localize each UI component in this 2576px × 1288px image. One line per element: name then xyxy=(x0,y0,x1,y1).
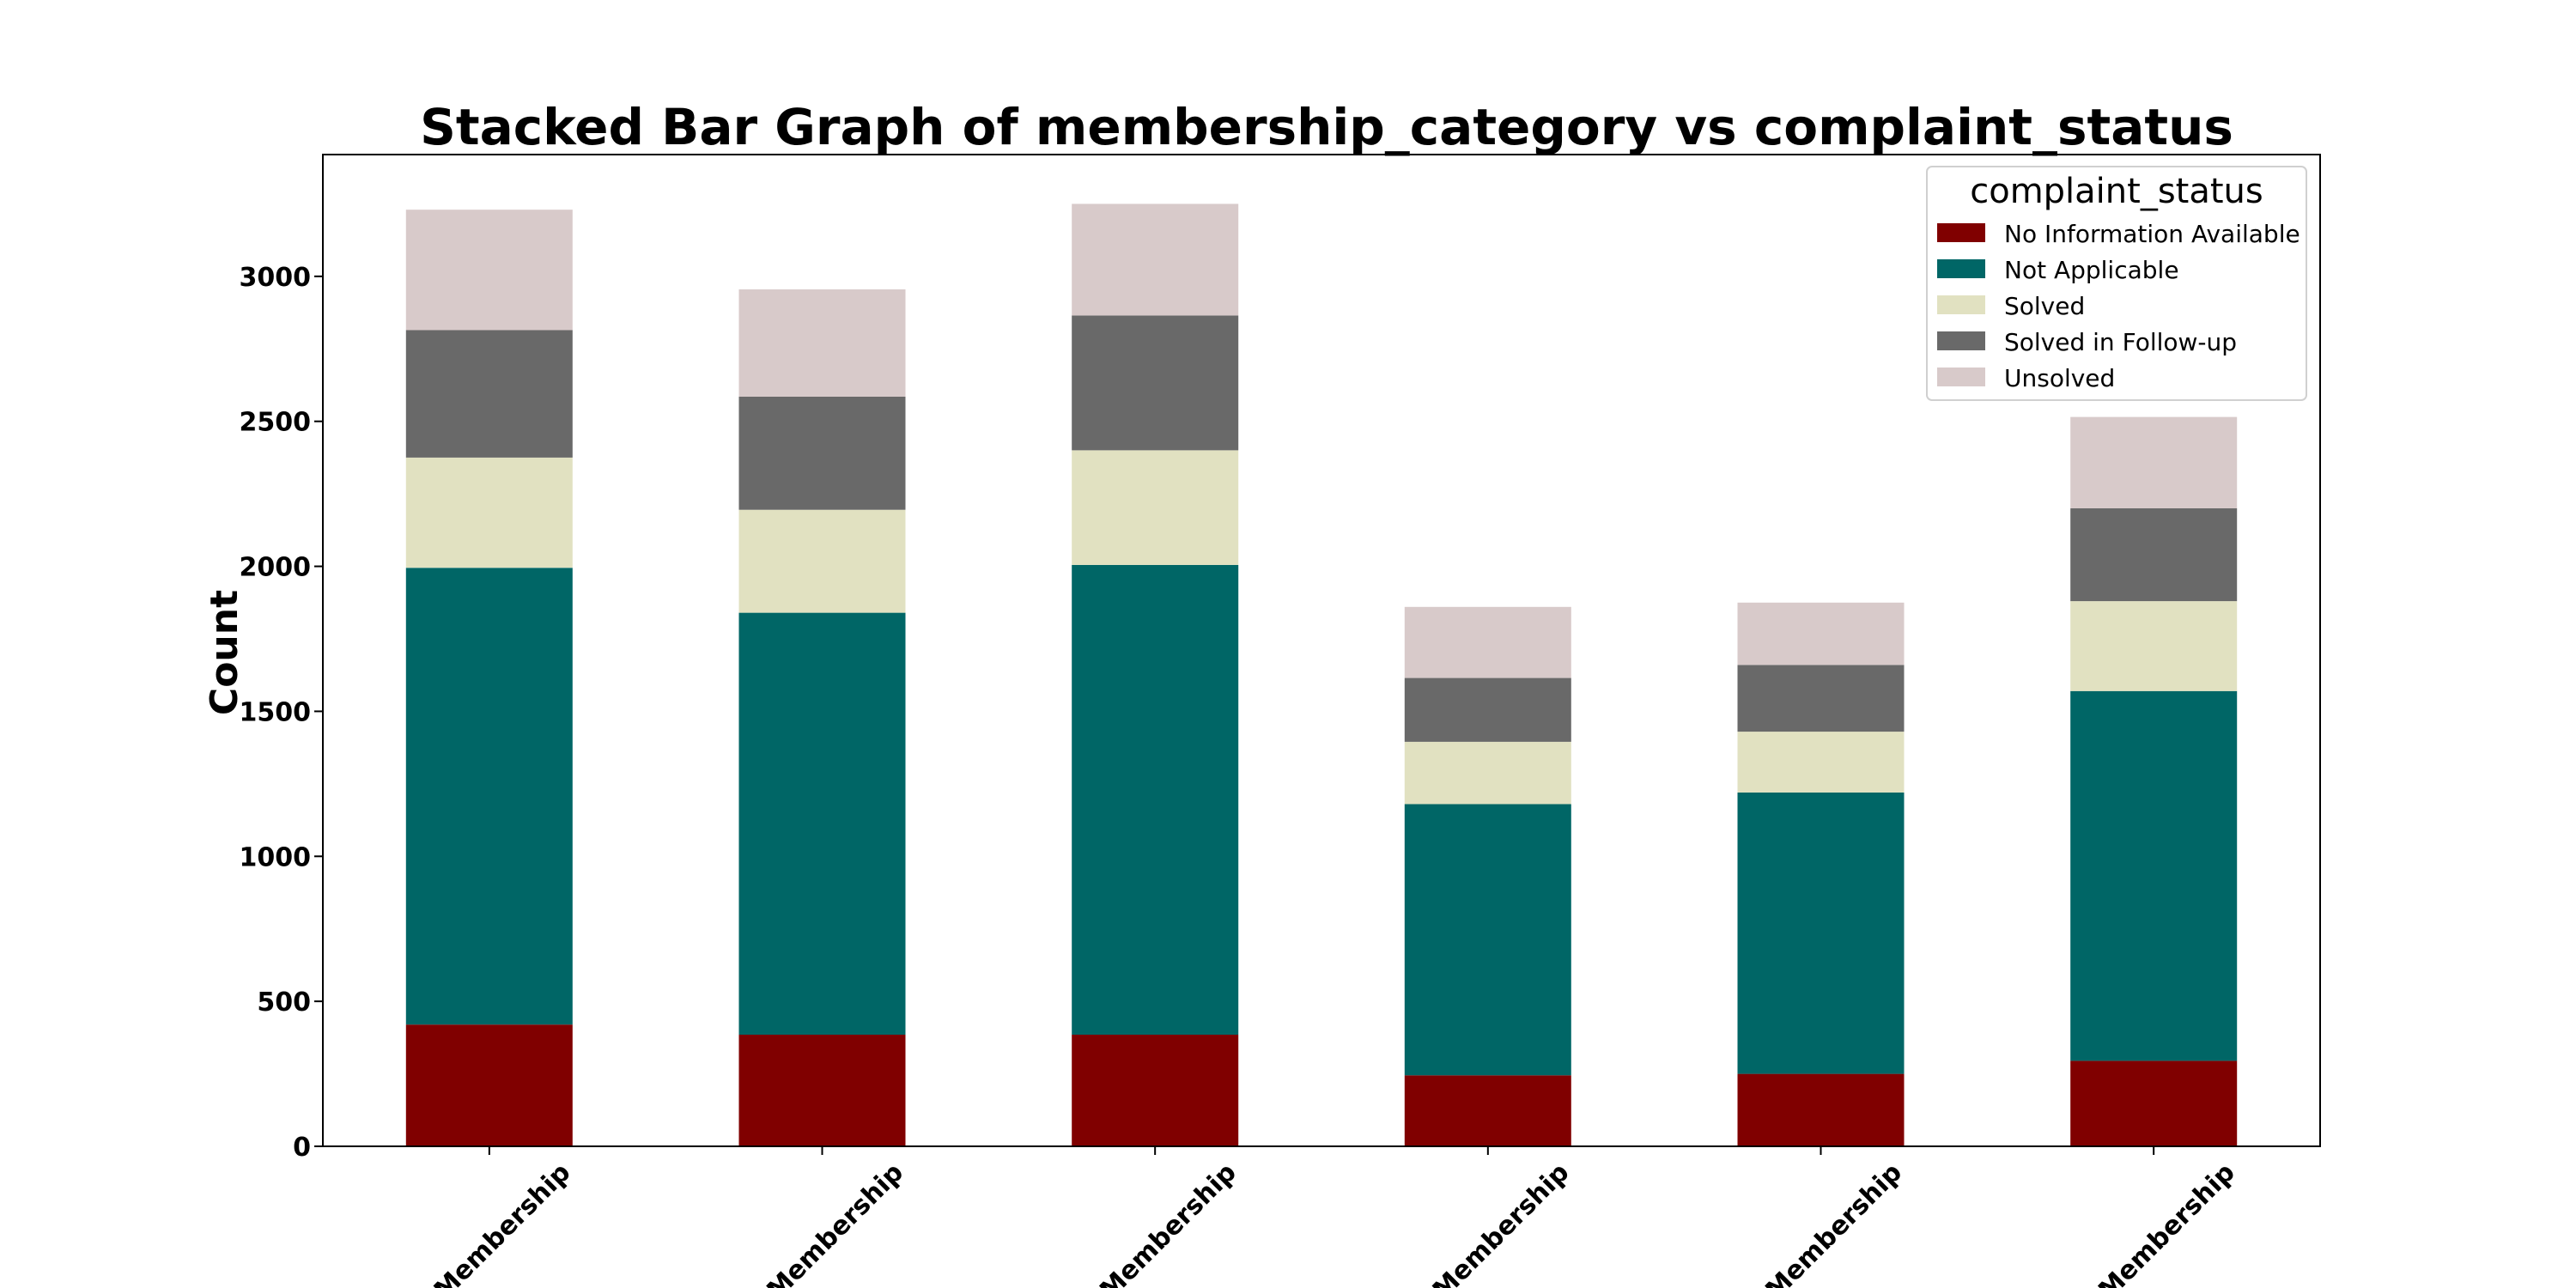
bar-segment xyxy=(1404,804,1571,1076)
bar-segment xyxy=(1737,793,1905,1074)
y-tick-label: 3000 xyxy=(240,263,312,293)
y-tick-label: 2500 xyxy=(240,408,312,438)
y-tick-label: 1500 xyxy=(240,697,312,727)
bar-segment xyxy=(1404,677,1571,742)
bar-segment xyxy=(1737,602,1905,665)
bar-segment xyxy=(405,330,573,458)
bar-segment xyxy=(1404,606,1571,678)
y-tick-label: 500 xyxy=(257,987,311,1018)
legend-label: Solved in Follow-up xyxy=(2004,328,2237,356)
bar-segment xyxy=(405,457,573,568)
x-tick-label: …n Membership xyxy=(1722,1157,1908,1288)
legend: complaint_status No Information Availabl… xyxy=(1926,166,2307,401)
bar-segment xyxy=(1072,315,1239,451)
bar-segment xyxy=(405,568,573,1025)
y-tick-label: 0 xyxy=(293,1133,311,1163)
chart-title: Stacked Bar Graph of membership_category… xyxy=(420,98,2233,156)
bar-segment xyxy=(738,612,906,1035)
bar-segment xyxy=(1737,665,1905,732)
legend-frame xyxy=(1926,166,2307,401)
bar-segment xyxy=(2070,508,2238,602)
x-tick-label: …e Membership xyxy=(1057,1157,1242,1288)
x-tick-label: … Membership xyxy=(404,1157,576,1288)
bar-segment xyxy=(1072,450,1239,565)
bar-segment xyxy=(1072,1035,1239,1146)
legend-title: complaint_status xyxy=(1970,172,2263,211)
x-axis: … Membership …l Membership …e Membership …e… xyxy=(404,1146,2241,1288)
bar-segment xyxy=(2070,1060,2238,1146)
legend-swatch xyxy=(1937,368,1985,386)
y-tick-label: 1000 xyxy=(240,842,312,872)
bar-segment xyxy=(1737,732,1905,793)
bars-layer xyxy=(405,204,2238,1146)
legend-label: No Information Available xyxy=(2004,220,2300,248)
bar-segment xyxy=(1404,741,1571,805)
legend-swatch xyxy=(1937,259,1985,278)
bar-segment xyxy=(405,1024,573,1146)
bar-segment xyxy=(2070,690,2238,1061)
legend-label: Solved xyxy=(2004,292,2085,320)
x-tick-label: …r Membership xyxy=(2059,1157,2241,1288)
legend-swatch xyxy=(1937,331,1985,350)
x-tick-label: …e Membership xyxy=(1390,1157,1576,1288)
legend-swatch xyxy=(1937,223,1985,242)
y-tick-label: 2000 xyxy=(240,553,312,583)
bar-segment xyxy=(1072,204,1239,316)
bar-segment xyxy=(2070,416,2238,508)
x-tick-label: …l Membership xyxy=(731,1157,909,1288)
plot-frame xyxy=(322,154,2321,1147)
bar-segment xyxy=(1072,564,1239,1035)
bar-segment xyxy=(1737,1073,1905,1146)
y-axis-label: Count xyxy=(203,590,246,715)
bar-segment xyxy=(738,509,906,613)
y-axis: 0 500 1000 1500 2000 2500 3000 xyxy=(240,263,323,1163)
bar-segment xyxy=(405,210,573,331)
bar-segment xyxy=(738,1035,906,1146)
legend-swatch xyxy=(1937,295,1985,314)
legend-label: Unsolved xyxy=(2004,364,2115,392)
legend-label: Not Applicable xyxy=(2004,256,2179,284)
bar-segment xyxy=(738,397,906,510)
bar-segment xyxy=(2070,601,2238,691)
bar-segment xyxy=(738,289,906,397)
bar-segment xyxy=(1404,1075,1571,1146)
